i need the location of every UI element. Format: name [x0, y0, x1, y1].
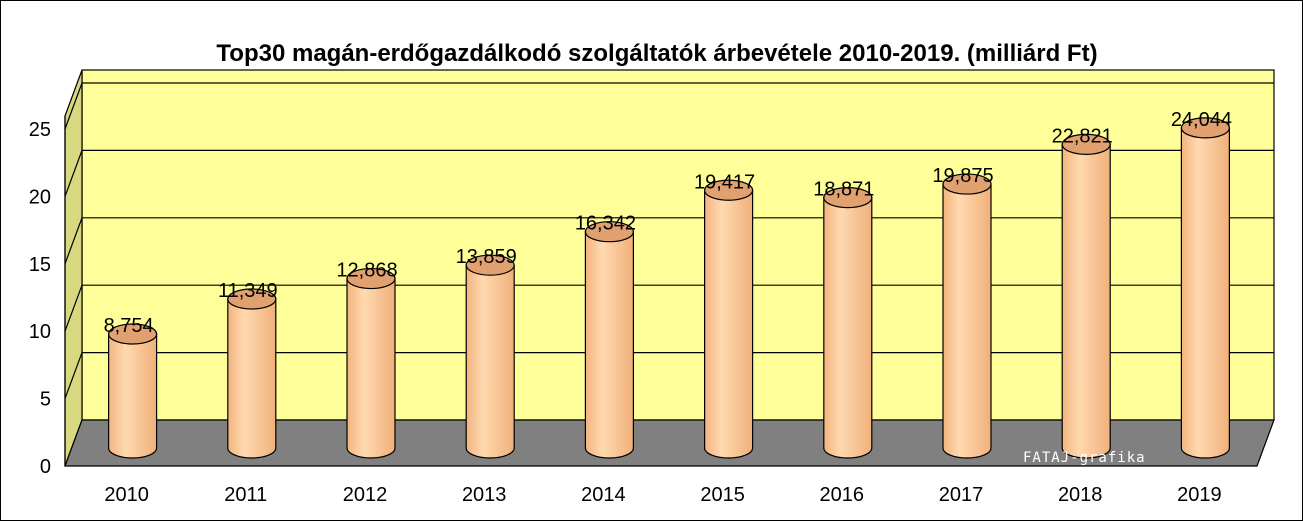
- bar-top: [942, 173, 992, 195]
- data-label: 19,875: [932, 165, 993, 187]
- bar-top: [1180, 117, 1231, 139]
- bar-body: [1180, 127, 1230, 459]
- x-tick-label: 2013: [462, 484, 507, 506]
- bar-top: [823, 187, 873, 209]
- bar: 24,044: [1171, 109, 1232, 459]
- bar-body: [823, 197, 873, 459]
- bar: 16,342: [575, 213, 636, 459]
- bar-body: [465, 264, 515, 459]
- x-tick-label: 2011: [224, 484, 267, 506]
- x-tick-label: 2019: [1177, 484, 1222, 506]
- data-label: 18,871: [813, 179, 874, 201]
- bar-body: [346, 277, 396, 459]
- data-label: 8,754: [104, 315, 154, 337]
- bar-top: [1061, 133, 1111, 155]
- y-axis-ticks: 0 5 10 15 20 25: [29, 119, 51, 478]
- data-label: 16,342: [575, 213, 636, 235]
- x-tick-label: 2010: [104, 484, 149, 506]
- bar: 19,875: [932, 165, 994, 459]
- y-tick-label: 20: [29, 186, 51, 208]
- bar: 12,868: [336, 260, 398, 459]
- data-label: 11,349: [218, 280, 278, 302]
- data-label: 13,859: [456, 246, 517, 268]
- bar-top: [465, 254, 515, 276]
- y-tick-label: 15: [29, 254, 51, 276]
- bar-body: [584, 231, 634, 459]
- data-label: 22,821: [1052, 125, 1113, 147]
- grid-line: [64, 82, 1274, 130]
- bar: 8,754: [104, 315, 158, 459]
- x-tick-label: 2018: [1058, 484, 1103, 506]
- bar: 18,871: [813, 179, 874, 459]
- chart-title: Top30 magán-erdőgazdálkodó szolgáltatók …: [216, 40, 1097, 67]
- watermark: FATAJ-grafika: [1023, 450, 1146, 466]
- bar-top: [227, 288, 277, 310]
- y-tick-label: 0: [40, 456, 51, 478]
- bar: 22,821: [1052, 125, 1113, 459]
- side-wall: [64, 69, 83, 467]
- bar: 19,417: [694, 171, 755, 459]
- bar-top: [703, 179, 754, 201]
- data-label: 12,868: [336, 260, 397, 282]
- bar-body: [704, 189, 754, 459]
- x-tick-label: 2017: [939, 484, 984, 506]
- bar: 11,349: [218, 280, 278, 459]
- bar: 13,859: [456, 246, 517, 459]
- y-tick-label: 5: [40, 389, 51, 411]
- data-label: 24,044: [1171, 109, 1232, 131]
- grid-line: [64, 284, 1274, 332]
- data-label: 19,417: [694, 171, 755, 193]
- bars: 8,754 11,349 12,868 13,859 16,342 19,417 18,87…: [104, 109, 1232, 459]
- x-axis-ticks: 2010 2011 2012 2013 2014 2015 2016 2017 2018 2019: [104, 484, 1221, 506]
- bar-top: [584, 221, 635, 243]
- y-tick-label: 25: [29, 119, 51, 141]
- bar-top: [108, 323, 158, 345]
- bar-body: [108, 333, 158, 459]
- x-tick-label: 2016: [820, 484, 865, 506]
- bar-body: [1061, 143, 1111, 459]
- grid-lines: [64, 82, 1274, 466]
- grid-line: [64, 217, 1274, 265]
- x-tick-label: 2015: [700, 484, 745, 506]
- bar-body: [942, 183, 992, 459]
- x-tick-label: 2014: [581, 484, 626, 506]
- x-tick-label: 2012: [343, 484, 388, 506]
- bar-body: [227, 298, 277, 459]
- grid-line: [64, 149, 1274, 197]
- bar-top: [346, 267, 396, 290]
- y-tick-label: 10: [29, 321, 51, 343]
- grid-line: [64, 352, 1274, 399]
